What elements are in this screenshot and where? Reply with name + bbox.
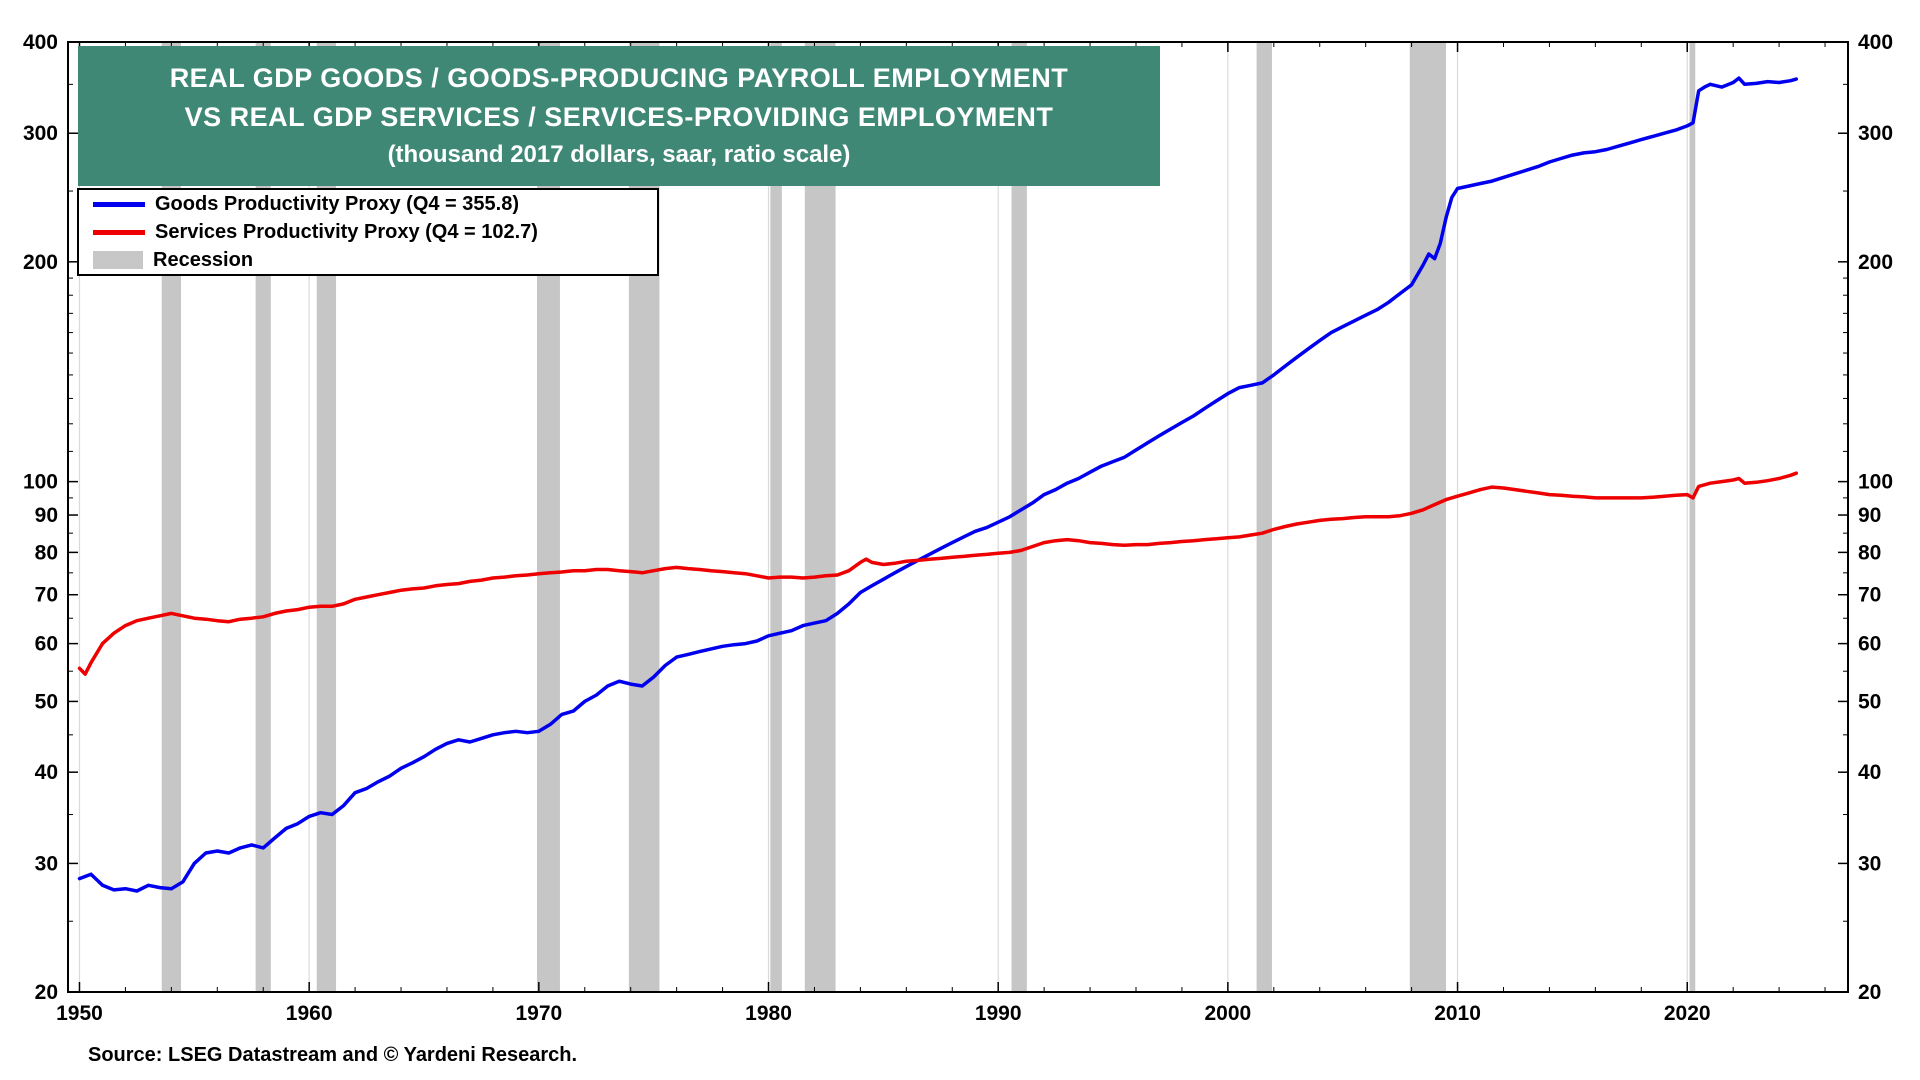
y-axis-label-left: 200 (23, 251, 58, 274)
y-axis-label-left: 70 (35, 584, 58, 607)
x-axis-label: 1980 (745, 1002, 792, 1025)
y-axis-label-right: 300 (1858, 122, 1893, 145)
y-axis-label-right: 200 (1858, 251, 1893, 274)
x-axis-label: 1970 (515, 1002, 562, 1025)
recession-band (1689, 42, 1696, 992)
legend-item-goods: Goods Productivity Proxy (Q4 = 355.8) (93, 192, 657, 217)
recession-band (161, 42, 182, 992)
legend-label-recession: Recession (153, 248, 254, 271)
y-axis-label-right: 100 (1858, 471, 1893, 494)
y-axis-label-left: 300 (23, 122, 58, 145)
y-axis-label-left: 20 (35, 981, 58, 1004)
plot-border (67, 41, 1849, 993)
recession-band (537, 42, 560, 992)
y-axis-label-right: 40 (1858, 761, 1881, 784)
y-axis-label-right: 30 (1858, 852, 1881, 875)
y-axis-label-right: 20 (1858, 981, 1881, 1004)
y-axis-label-left: 80 (35, 541, 58, 564)
y-axis-label-right: 400 (1858, 31, 1893, 54)
recession-band (1256, 42, 1272, 992)
y-axis-label-left: 40 (35, 761, 58, 784)
chart-title-line-1: REAL GDP GOODS / GOODS-PRODUCING PAYROLL… (169, 63, 1069, 93)
legend: Goods Productivity Proxy (Q4 = 355.8) Se… (77, 188, 659, 276)
y-axis-label-right: 50 (1858, 690, 1881, 713)
recession-band (1409, 42, 1447, 992)
recession-swatch (93, 251, 143, 269)
y-axis-label-right: 80 (1858, 541, 1881, 564)
recession-band (1011, 42, 1027, 992)
recession-band (770, 42, 782, 992)
recession-band (255, 42, 271, 992)
x-axis-label: 2020 (1664, 1002, 1711, 1025)
legend-item-services: Services Productivity Proxy (Q4 = 102.7) (93, 220, 657, 245)
y-axis-label-left: 400 (23, 31, 58, 54)
x-axis-label: 2010 (1434, 1002, 1481, 1025)
chart-title-box: REAL GDP GOODS / GOODS-PRODUCING PAYROLL… (78, 46, 1160, 186)
x-axis-label: 2000 (1205, 1002, 1252, 1025)
services-series-line (77, 471, 1799, 676)
chart-title-line-3: (thousand 2017 dollars, saar, ratio scal… (387, 141, 851, 168)
chart-title-line-2: VS REAL GDP SERVICES / SERVICES-PROVIDIN… (184, 102, 1054, 132)
legend-label-goods: Goods Productivity Proxy (Q4 = 355.8) (155, 192, 520, 215)
goods-series-line (77, 76, 1799, 893)
legend-label-services: Services Productivity Proxy (Q4 = 102.7) (155, 220, 538, 243)
source-note: Source: LSEG Datastream and © Yardeni Re… (88, 1044, 578, 1066)
y-axis-label-left: 60 (35, 633, 58, 656)
x-axis-label: 1950 (56, 1002, 103, 1025)
goods-line-swatch (93, 201, 145, 207)
x-axis-label: 1990 (975, 1002, 1022, 1025)
y-axis-label-left: 30 (35, 852, 58, 875)
services-line-swatch (93, 229, 145, 235)
y-axis-label-right: 90 (1858, 504, 1881, 527)
y-axis-label-right: 60 (1858, 633, 1881, 656)
recession-band (804, 42, 836, 992)
recession-band (316, 42, 337, 992)
legend-item-recession: Recession (93, 248, 657, 273)
y-axis-label-left: 50 (35, 690, 58, 713)
y-axis-label-left: 90 (35, 504, 58, 527)
y-axis-label-left: 100 (23, 471, 58, 494)
y-axis-label-right: 70 (1858, 584, 1881, 607)
x-axis-label: 1960 (286, 1002, 333, 1025)
